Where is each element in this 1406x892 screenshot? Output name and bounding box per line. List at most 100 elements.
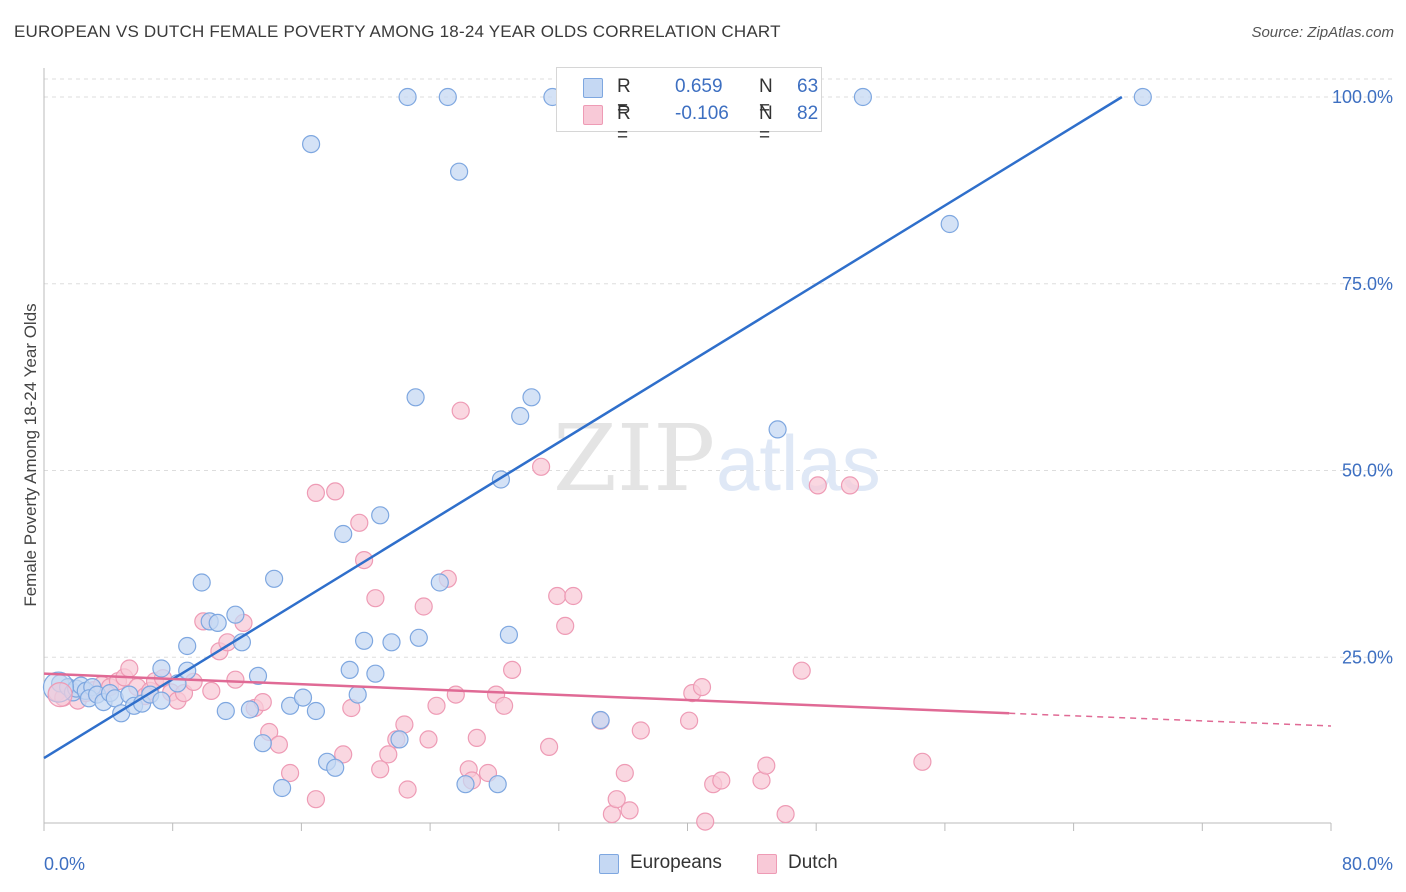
dutch-point xyxy=(792,661,811,680)
dutch-point xyxy=(564,586,583,606)
dutch-point xyxy=(414,597,433,616)
dutch-point xyxy=(631,721,650,740)
europeans-point xyxy=(326,758,345,777)
dutch-swatch xyxy=(583,105,603,125)
chart-title: EUROPEAN VS DUTCH FEMALE POVERTY AMONG 1… xyxy=(14,22,781,41)
y-axis-label: Female Poverty Among 18-24 Year Olds xyxy=(21,303,40,606)
dutch-point xyxy=(269,735,288,754)
dutch-point xyxy=(202,681,221,701)
europeans-point xyxy=(430,573,449,592)
gridlines xyxy=(44,78,1395,658)
europeans-point xyxy=(216,701,235,721)
dutch-trend-line xyxy=(43,672,1010,715)
watermark-atlas: atlas xyxy=(716,419,881,507)
europeans-point xyxy=(152,691,171,710)
dutch-point xyxy=(502,660,522,680)
x-tick-label: 0.0% xyxy=(44,854,85,874)
europeans-point xyxy=(302,135,321,154)
europeans-point xyxy=(340,660,359,680)
europeans-point xyxy=(265,569,284,588)
europeans-point xyxy=(390,730,409,749)
dutch-point xyxy=(427,696,446,715)
dutch-trend-extension xyxy=(1009,712,1332,727)
europeans-point xyxy=(248,666,268,686)
dutch-cluster-point xyxy=(47,681,73,708)
europeans-point xyxy=(334,524,353,544)
trend-lines xyxy=(43,95,1332,760)
europeans-point xyxy=(348,685,367,704)
dutch-point xyxy=(556,616,575,636)
dutch-point xyxy=(913,752,932,771)
dutch-point xyxy=(334,745,353,764)
dutch-point xyxy=(712,771,731,790)
europeans-point xyxy=(371,506,390,525)
dutch-point xyxy=(451,401,470,420)
x-tick-label: 80.0% xyxy=(1342,854,1393,874)
data-points xyxy=(42,87,1152,831)
axes xyxy=(43,68,1332,831)
europeans-legend-label: Europeans xyxy=(630,852,722,873)
europeans-point xyxy=(499,625,518,644)
y-tick-label: 50.0% xyxy=(1342,461,1393,481)
dutch-point xyxy=(326,482,345,501)
dutch-point xyxy=(840,476,860,495)
europeans-point xyxy=(438,87,457,107)
europeans-point xyxy=(382,633,401,652)
dutch-point xyxy=(620,801,639,820)
dutch-point xyxy=(757,756,776,775)
europeans-point xyxy=(450,162,469,181)
europeans-trend-line xyxy=(43,95,1123,760)
dutch-legend-swatch xyxy=(757,854,777,874)
europeans-point xyxy=(192,573,211,592)
europeans-point xyxy=(273,778,292,798)
dutch-point xyxy=(692,677,712,697)
europeans-point xyxy=(1133,87,1152,107)
europeans-swatch xyxy=(583,78,603,98)
europeans-point xyxy=(409,628,428,647)
dutch-point xyxy=(776,804,795,824)
europeans-point xyxy=(522,388,541,407)
dutch-point xyxy=(306,790,325,809)
dutch-point xyxy=(226,670,245,689)
dutch-point xyxy=(306,483,325,502)
watermark-zip: ZIP xyxy=(553,405,715,512)
dutch-point xyxy=(379,745,398,764)
europeans-point xyxy=(355,631,374,650)
dutch-point xyxy=(615,763,634,783)
y-tick-label: 25.0% xyxy=(1342,647,1393,667)
dutch-point xyxy=(808,476,827,495)
y-tick-label: 100.0% xyxy=(1332,87,1393,107)
europeans-r-value: 0.659 xyxy=(675,76,723,97)
dutch-point xyxy=(679,711,699,730)
europeans-point xyxy=(226,605,245,624)
dutch-r-label: R = xyxy=(617,103,631,146)
dutch-point xyxy=(531,457,551,476)
chart-source: Source: ZipAtlas.com xyxy=(1251,24,1394,41)
dutch-n-label: N = xyxy=(759,103,773,146)
europeans-n-label: N = xyxy=(759,76,773,119)
europeans-point xyxy=(208,613,227,633)
dutch-n-value: 82 xyxy=(797,103,819,124)
dutch-point xyxy=(419,730,438,749)
y-tick-label: 75.0% xyxy=(1342,274,1393,294)
europeans-point xyxy=(591,710,610,730)
europeans-r-label: R = xyxy=(617,76,631,119)
dutch-r-value: -0.106 xyxy=(675,103,729,124)
europeans-point xyxy=(152,659,171,678)
europeans-point xyxy=(253,734,272,753)
dutch-point xyxy=(446,685,465,704)
dutch-point xyxy=(495,696,514,715)
europeans-point xyxy=(940,214,959,234)
dutch-point xyxy=(539,737,559,757)
dutch-point xyxy=(467,728,486,748)
europeans-point xyxy=(178,636,197,656)
europeans-point xyxy=(853,87,873,107)
dutch-point xyxy=(548,586,567,606)
correlation-legend: R = 0.659 N = 63 R = -0.106 N = 82 xyxy=(556,67,822,146)
dutch-legend-label: Dutch xyxy=(788,852,838,873)
europeans-point xyxy=(293,688,313,707)
dutch-point xyxy=(366,589,385,608)
dutch-point xyxy=(696,812,715,831)
europeans-legend-swatch xyxy=(599,854,619,874)
